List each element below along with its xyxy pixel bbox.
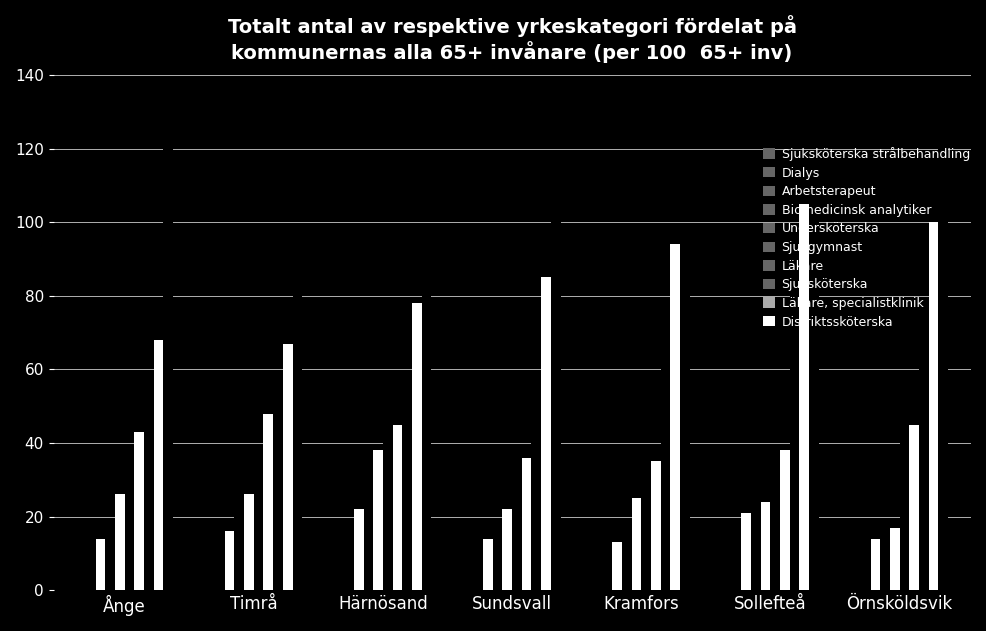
Bar xyxy=(363,473,373,590)
Bar xyxy=(731,568,740,590)
Bar xyxy=(502,509,512,590)
Bar xyxy=(750,505,760,590)
Legend: Sjuksköterska strålbehandling, Dialys, Arbetsterapeut, Biomedicinsk analytiker, : Sjuksköterska strålbehandling, Dialys, A… xyxy=(758,143,972,333)
Bar xyxy=(225,531,235,590)
Bar xyxy=(641,461,651,590)
Bar xyxy=(164,119,173,590)
Bar xyxy=(383,443,392,590)
Bar xyxy=(740,513,750,590)
Bar xyxy=(660,322,669,590)
Bar xyxy=(550,163,560,590)
Bar xyxy=(938,149,947,590)
Bar xyxy=(86,560,96,590)
Bar xyxy=(392,425,402,590)
Bar xyxy=(263,413,273,590)
Bar xyxy=(215,535,225,590)
Bar xyxy=(154,340,164,590)
Bar xyxy=(235,509,244,590)
Bar xyxy=(621,539,631,590)
Bar xyxy=(611,542,621,590)
Bar xyxy=(512,469,522,590)
Bar xyxy=(631,498,641,590)
Bar xyxy=(889,528,898,590)
Bar xyxy=(124,487,134,590)
Bar xyxy=(530,425,540,590)
Bar xyxy=(809,153,818,590)
Bar xyxy=(908,425,918,590)
Bar xyxy=(601,579,611,590)
Bar xyxy=(760,502,770,590)
Bar xyxy=(402,417,411,590)
Bar xyxy=(273,406,283,590)
Bar xyxy=(144,388,154,590)
Bar xyxy=(134,432,144,590)
Bar xyxy=(473,557,482,590)
Bar xyxy=(283,344,292,590)
Bar xyxy=(540,278,550,590)
Bar xyxy=(669,244,679,590)
Bar xyxy=(870,539,880,590)
Bar xyxy=(354,509,363,590)
Bar xyxy=(482,539,492,590)
Title: Totalt antal av respektive yrkeskategori fördelat på
kommunernas alla 65+ invåna: Totalt antal av respektive yrkeskategori… xyxy=(228,15,796,62)
Bar xyxy=(106,524,114,590)
Bar xyxy=(928,222,938,590)
Bar xyxy=(651,461,660,590)
Bar xyxy=(522,457,530,590)
Bar xyxy=(860,579,870,590)
Bar xyxy=(344,520,354,590)
Bar xyxy=(918,351,928,590)
Bar xyxy=(114,495,124,590)
Bar xyxy=(898,428,908,590)
Bar xyxy=(679,240,689,590)
Bar xyxy=(770,454,779,590)
Bar xyxy=(779,451,789,590)
Bar xyxy=(292,270,302,590)
Bar xyxy=(244,495,253,590)
Bar xyxy=(253,491,263,590)
Bar xyxy=(799,204,809,590)
Bar xyxy=(421,270,431,590)
Bar xyxy=(373,451,383,590)
Bar xyxy=(96,539,106,590)
Bar xyxy=(411,304,421,590)
Bar xyxy=(789,262,799,590)
Bar xyxy=(492,535,502,590)
Bar xyxy=(880,535,889,590)
